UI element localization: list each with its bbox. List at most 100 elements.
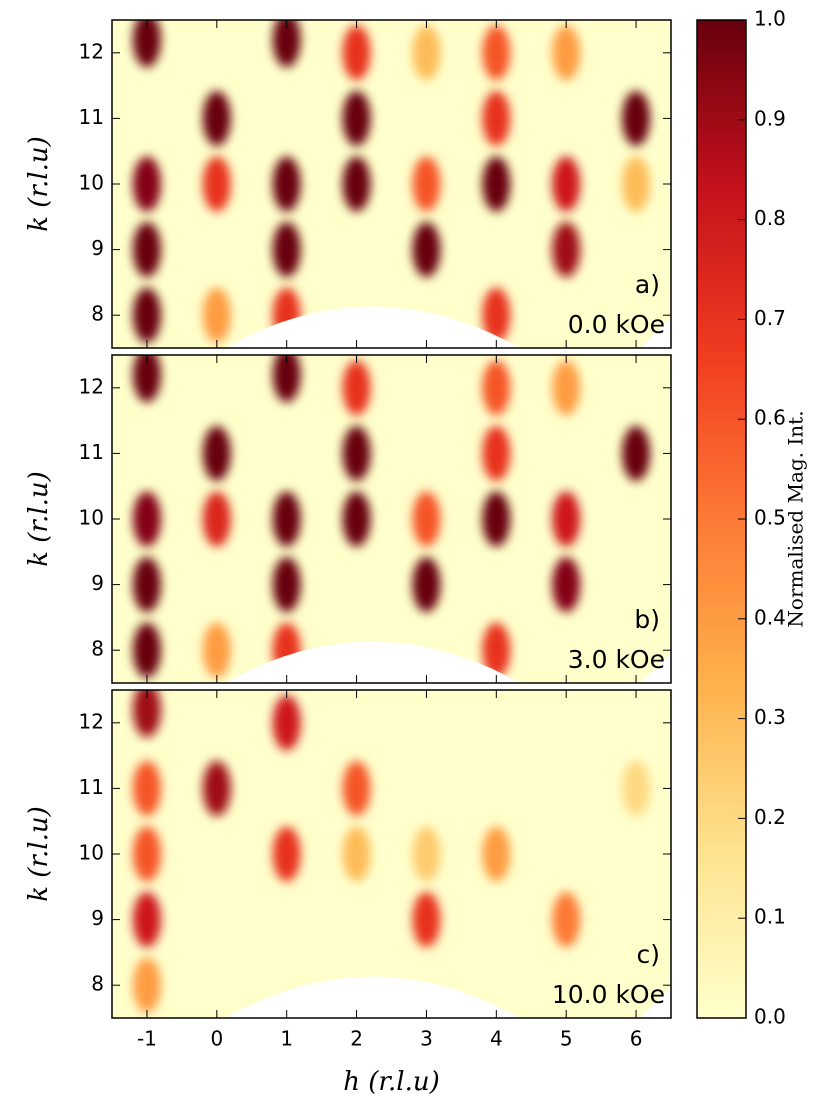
intensity-spot [272, 491, 301, 547]
intensity-spot [482, 622, 511, 678]
intensity-spot [132, 892, 161, 948]
intensity-spot [132, 287, 161, 343]
intensity-spot [132, 355, 161, 403]
intensity-spot [132, 690, 161, 738]
background [112, 690, 671, 1018]
intensity-spot [482, 425, 511, 481]
intensity-spot [412, 156, 441, 212]
unmeasured-region [225, 641, 671, 683]
intensity-spot [272, 20, 301, 68]
colorbar-tick-label: 0.0 [754, 1005, 786, 1029]
intensity-spot [202, 622, 231, 678]
y-tick-label: 10 [79, 506, 104, 530]
unmeasured-region [225, 976, 671, 1018]
x-tick-label: 2 [350, 1027, 363, 1051]
intensity-spot [412, 491, 441, 547]
intensity-spot [482, 156, 511, 212]
colorbar-tick-label: 0.9 [754, 106, 786, 130]
intensity-spot [202, 425, 231, 481]
background [112, 20, 671, 348]
x-axis-label: h (r.l.u) [343, 1067, 439, 1097]
intensity-spot [482, 90, 511, 146]
intensity-spot [272, 695, 301, 751]
intensity-spot [622, 90, 651, 146]
panel [112, 355, 671, 683]
colorbar-tick-label: 0.5 [754, 506, 786, 530]
x-tick-label: -1 [137, 1027, 157, 1051]
colorbar-tick-label: 0.7 [754, 306, 786, 330]
y-tick-label: 11 [79, 440, 104, 464]
x-tick-label: 5 [560, 1027, 573, 1051]
intensity-spot [132, 760, 161, 816]
y-tick-label: 8 [91, 637, 104, 661]
colorbar-tick-label: 0.3 [754, 705, 786, 729]
panel-label: c) [637, 940, 661, 969]
panel-label: a) [635, 270, 660, 299]
panel [112, 20, 671, 348]
field-label: 3.0 kOe [568, 645, 665, 674]
y-tick-label: 12 [79, 374, 104, 398]
intensity-spot [342, 156, 371, 212]
intensity-spot [132, 222, 161, 278]
unmeasured-region [225, 306, 671, 348]
intensity-spot [342, 425, 371, 481]
intensity-spot [482, 25, 511, 81]
y-tick-label: 8 [91, 972, 104, 996]
y-tick-label: 9 [91, 236, 104, 260]
colorbar-tick-label: 1.0 [754, 7, 786, 31]
x-tick-label: 6 [630, 1027, 643, 1051]
intensity-spot [202, 287, 231, 343]
intensity-spot [132, 622, 161, 678]
colorbar-tick-label: 0.8 [754, 206, 786, 230]
intensity-spot [132, 491, 161, 547]
intensity-spot [342, 90, 371, 146]
y-tick-label: 10 [79, 841, 104, 865]
intensity-spot [132, 156, 161, 212]
intensity-spot [272, 826, 301, 882]
panel-label: b) [634, 605, 660, 634]
colorbar-tick-label: 0.6 [754, 406, 786, 430]
y-tick-label: 8 [91, 302, 104, 326]
x-tick-label: 4 [490, 1027, 503, 1051]
colorbar [696, 19, 747, 1019]
x-tick-label: 3 [420, 1027, 433, 1051]
intensity-spot [342, 25, 371, 81]
y-axis-label: k (r.l.u) [24, 136, 54, 231]
field-label: 0.0 kOe [568, 310, 665, 339]
intensity-spot [412, 25, 441, 81]
intensity-spot [552, 222, 581, 278]
intensity-spot [482, 491, 511, 547]
intensity-spot [412, 892, 441, 948]
background [112, 355, 671, 683]
colorbar-tick-label: 0.2 [754, 805, 786, 829]
intensity-spot [272, 156, 301, 212]
y-axis-label: k (r.l.u) [24, 806, 54, 901]
y-axis-label: k (r.l.u) [24, 471, 54, 566]
intensity-spot [342, 360, 371, 416]
intensity-spot [202, 156, 231, 212]
y-tick-label: 11 [79, 775, 104, 799]
colorbar-tick-label: 0.1 [754, 905, 786, 929]
intensity-spot [342, 826, 371, 882]
y-tick-label: 11 [79, 105, 104, 129]
intensity-spot [272, 222, 301, 278]
y-tick-label: 12 [79, 709, 104, 733]
x-tick-label: 1 [280, 1027, 293, 1051]
intensity-spot [342, 491, 371, 547]
intensity-spot [342, 760, 371, 816]
field-label: 10.0 kOe [552, 980, 665, 1009]
intensity-spot [622, 425, 651, 481]
intensity-spot [622, 760, 651, 816]
intensity-spot [202, 760, 231, 816]
colorbar-label: Normalised Mag. Int. [784, 410, 808, 627]
intensity-spot [132, 20, 161, 68]
colorbar-tick-label: 0.4 [754, 605, 786, 629]
intensity-spot [552, 360, 581, 416]
intensity-spot [552, 25, 581, 81]
intensity-spot [272, 355, 301, 403]
intensity-spot [552, 892, 581, 948]
intensity-spot [412, 826, 441, 882]
intensity-spot [552, 557, 581, 613]
intensity-spot [622, 156, 651, 212]
